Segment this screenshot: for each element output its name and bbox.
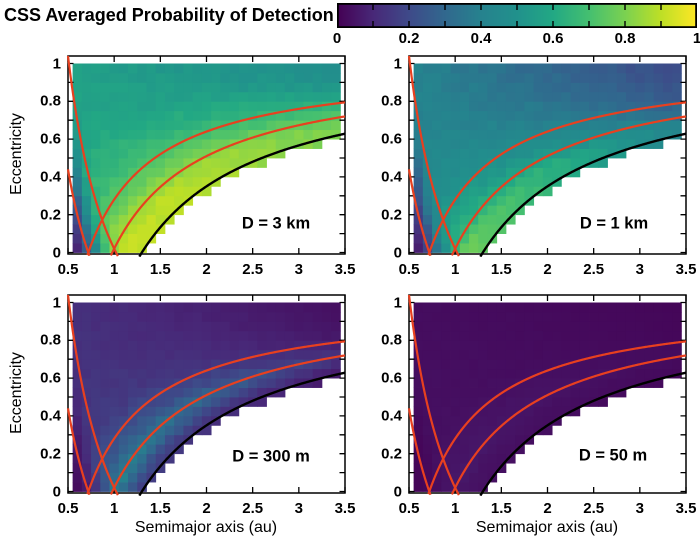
colorbar-tick-label: 0.8 (614, 30, 636, 47)
heatmap-d-1-km (403, 50, 692, 260)
y-tick-label: 0.8 (381, 92, 402, 110)
colorbar-tick-label: 0.6 (542, 30, 564, 47)
x-tick-label: 1.5 (149, 500, 171, 517)
x-tick-label: 3 (635, 500, 644, 517)
y-tick-label: 1 (52, 55, 61, 72)
x-tick-label: 2.5 (242, 500, 264, 517)
diameter-label-d-1-km: D = 1 km (579, 214, 649, 233)
diameter-label-d-3-km: D = 3 km (241, 214, 311, 233)
y-tick-label: 0.4 (381, 407, 402, 425)
colorbar-tick-label: 1 (692, 30, 700, 47)
y-tick-label: 0 (52, 483, 61, 500)
panel-d-50-m (403, 289, 692, 499)
y-tick-label: 0.4 (40, 168, 61, 186)
y-axis-title-top-row: Eccentricity (8, 113, 25, 195)
panel-d-300-m (62, 289, 351, 499)
x-tick-label: 0.5 (57, 500, 79, 517)
y-tick-label: 1 (393, 55, 402, 72)
x-axis-title-right: Semimajor axis (au) (475, 519, 619, 536)
x-tick-label: 0.5 (398, 500, 420, 517)
y-tick-label: 0 (393, 244, 402, 261)
colorbar (337, 3, 697, 28)
y-tick-label: 0.4 (40, 407, 61, 425)
y-tick-label: 0.8 (40, 92, 61, 110)
x-axis-title-left: Semimajor axis (au) (134, 519, 278, 536)
x-tick-label: 1 (450, 261, 460, 278)
x-tick-label: 3 (294, 261, 303, 278)
y-tick-label: 0.2 (40, 206, 61, 224)
x-tick-label: 1.5 (490, 500, 512, 517)
x-tick-label: 2 (202, 261, 211, 278)
x-tick-label: 1 (450, 500, 460, 517)
y-tick-label: 0.2 (381, 445, 402, 463)
x-tick-label: 3 (635, 261, 644, 278)
y-tick-label: 0.6 (40, 130, 61, 148)
x-tick-label: 2 (202, 500, 211, 517)
diameter-label-d-50-m: D = 50 m (578, 446, 648, 465)
panel-d-1-km (403, 50, 692, 260)
colorbar-tick-label: 0.2 (398, 30, 420, 47)
x-tick-label: 3.5 (675, 500, 697, 517)
x-tick-label: 2.5 (583, 500, 605, 517)
x-tick-label: 3 (294, 500, 303, 517)
y-tick-label: 0.4 (381, 168, 402, 186)
x-tick-label: 3.5 (334, 261, 356, 278)
x-tick-label: 3.5 (675, 261, 697, 278)
y-tick-label: 1 (393, 294, 402, 311)
y-tick-label: 0.8 (381, 331, 402, 349)
y-tick-label: 0.2 (40, 445, 61, 463)
x-tick-label: 2 (543, 500, 552, 517)
x-tick-label: 0.5 (57, 261, 79, 278)
heatmap-d-50-m (403, 289, 692, 499)
x-tick-label: 1.5 (149, 261, 171, 278)
y-tick-label: 0 (52, 244, 61, 261)
y-tick-label: 0 (393, 483, 402, 500)
diameter-label-d-300-m: D = 300 m (232, 447, 310, 466)
figure-title: CSS Averaged Probability of Detection (4, 5, 334, 25)
x-tick-label: 1 (109, 500, 119, 517)
x-tick-label: 2.5 (242, 261, 264, 278)
x-tick-label: 2.5 (583, 261, 605, 278)
y-tick-label: 0.6 (381, 130, 402, 148)
y-tick-label: 0.6 (40, 369, 61, 387)
y-tick-label: 1 (52, 294, 61, 311)
x-tick-label: 3.5 (334, 500, 356, 517)
x-tick-label: 2 (543, 261, 552, 278)
heatmap-d-300-m (62, 289, 351, 499)
colorbar-tick-label: 0 (332, 30, 342, 47)
y-tick-label: 0.2 (381, 206, 402, 224)
x-tick-label: 1.5 (490, 261, 512, 278)
panel-d-3-km (62, 50, 351, 260)
x-tick-label: 1 (109, 261, 119, 278)
y-axis-title-bottom-row: Eccentricity (8, 352, 25, 434)
colorbar-gradient (337, 3, 697, 28)
colorbar-tick-label: 0.4 (470, 30, 492, 47)
y-tick-label: 0.6 (381, 369, 402, 387)
x-tick-label: 0.5 (398, 261, 420, 278)
y-tick-label: 0.8 (40, 331, 61, 349)
heatmap-d-3-km (62, 50, 351, 260)
